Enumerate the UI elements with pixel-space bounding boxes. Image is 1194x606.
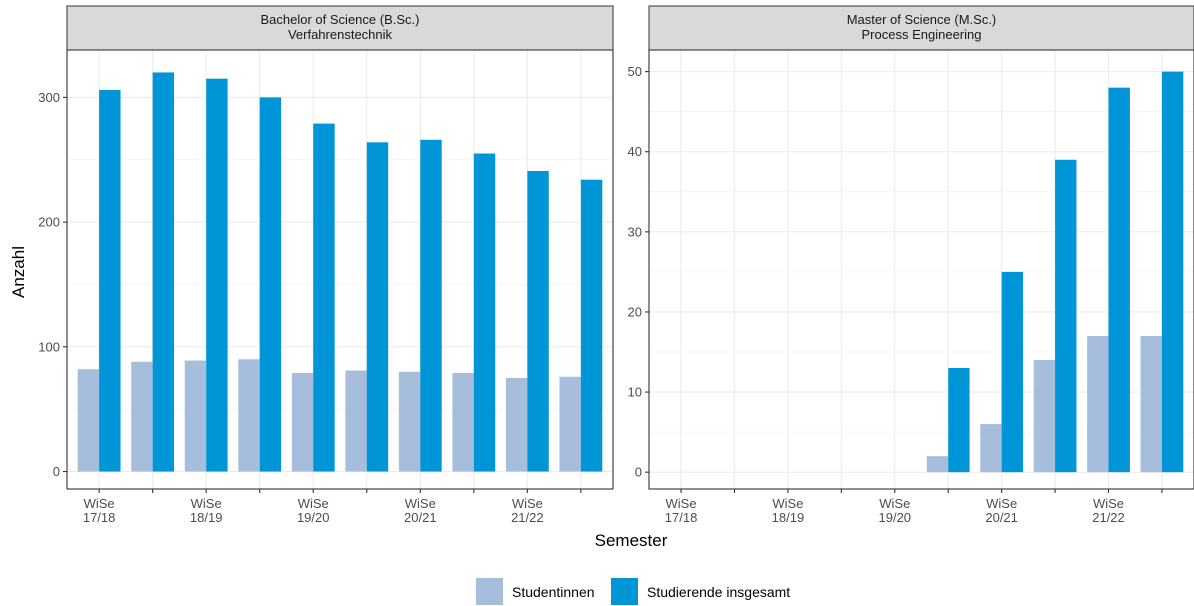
- x-tick-label: 21/22: [1092, 510, 1125, 525]
- x-tick-label: WiSe: [405, 496, 436, 511]
- bar-studierende-insgesamt: [99, 89, 121, 472]
- x-axis-title: Semester: [595, 531, 668, 550]
- y-tick-label: 0: [635, 465, 642, 480]
- facet-strip: [66, 5, 614, 51]
- bar-studierende-insgesamt: [1108, 87, 1130, 473]
- bar-studentinnen: [1140, 335, 1162, 473]
- bar-studentinnen: [1033, 360, 1056, 473]
- x-tick-label: WiSe: [512, 496, 543, 511]
- x-tick-label: 18/19: [190, 510, 223, 525]
- y-tick-label: 200: [38, 215, 60, 230]
- bar-studentinnen: [1087, 335, 1109, 473]
- bar-studierende-insgesamt: [420, 139, 442, 472]
- bar-studierende-insgesamt: [473, 153, 496, 472]
- bar-studierende-insgesamt: [313, 123, 335, 472]
- bar-studentinnen: [131, 361, 153, 472]
- bar-studierende-insgesamt: [1161, 71, 1184, 473]
- y-tick-label: 100: [38, 339, 60, 354]
- bar-studierende-insgesamt: [527, 170, 549, 472]
- x-tick-label: 18/19: [772, 510, 805, 525]
- facet-title-line: Master of Science (M.Sc.): [847, 12, 997, 27]
- bar-studierende-insgesamt: [948, 368, 970, 473]
- bar-studentinnen: [184, 360, 207, 472]
- panel-2: Master of Science (M.Sc.)Process Enginee…: [628, 5, 1194, 525]
- bar-studentinnen: [291, 373, 314, 472]
- x-tick-label: 17/18: [665, 510, 698, 525]
- y-axis-title: Anzahl: [9, 246, 28, 298]
- y-tick-label: 20: [628, 304, 642, 319]
- bar-studentinnen: [238, 359, 260, 472]
- x-tick-label: 19/20: [879, 510, 912, 525]
- legend-swatch: [611, 578, 638, 605]
- x-tick-label: 19/20: [297, 510, 330, 525]
- y-tick-label: 50: [628, 64, 642, 79]
- y-tick-label: 0: [53, 464, 60, 479]
- facet-title-line: Process Engineering: [862, 27, 982, 42]
- panel-border: [648, 49, 1194, 490]
- bar-studentinnen: [398, 371, 421, 472]
- x-tick-label: WiSe: [772, 496, 803, 511]
- bar-studierende-insgesamt: [366, 142, 389, 472]
- panel-border: [66, 49, 614, 490]
- facet-strip: [648, 5, 1194, 51]
- y-tick-label: 40: [628, 144, 642, 159]
- x-tick-label: WiSe: [191, 496, 222, 511]
- x-tick-label: WiSe: [84, 496, 115, 511]
- x-tick-label: 17/18: [83, 510, 116, 525]
- bar-studentinnen: [505, 378, 528, 472]
- bar-studierende-insgesamt: [1001, 271, 1024, 473]
- x-tick-label: WiSe: [1093, 496, 1124, 511]
- bar-studierende-insgesamt: [580, 179, 603, 472]
- x-tick-label: WiSe: [986, 496, 1017, 511]
- x-tick-label: WiSe: [298, 496, 329, 511]
- legend-swatch: [476, 578, 503, 605]
- facet-title-line: Verfahrenstechnik: [288, 27, 393, 42]
- chart-panels: Bachelor of Science (B.Sc.)Verfahrenstec…: [38, 5, 1194, 525]
- bar-studentinnen: [345, 370, 367, 472]
- bar-studentinnen: [77, 369, 100, 472]
- panel-1: Bachelor of Science (B.Sc.)Verfahrenstec…: [38, 5, 614, 525]
- facet-title-line: Bachelor of Science (B.Sc.): [261, 12, 420, 27]
- bar-studentinnen: [559, 376, 581, 472]
- bar-studierende-insgesamt: [152, 72, 175, 472]
- legend-label: Studentinnen: [512, 584, 595, 600]
- y-tick-label: 10: [628, 385, 642, 400]
- bar-studierende-insgesamt: [1055, 159, 1077, 473]
- bar-studierende-insgesamt: [259, 97, 282, 472]
- x-tick-label: WiSe: [666, 496, 697, 511]
- legend-label: Studierende insgesamt: [647, 584, 790, 600]
- x-tick-label: 21/22: [511, 510, 544, 525]
- legend: Studentinnen Studierende insgesamt: [476, 578, 790, 605]
- bar-studentinnen: [926, 456, 949, 473]
- x-tick-label: 20/21: [404, 510, 437, 525]
- x-tick-label: 20/21: [985, 510, 1018, 525]
- x-tick-label: WiSe: [879, 496, 910, 511]
- bar-studierende-insgesamt: [206, 78, 228, 472]
- y-tick-label: 30: [628, 224, 642, 239]
- y-tick-label: 300: [38, 90, 60, 105]
- bar-studentinnen: [980, 424, 1002, 473]
- bar-studentinnen: [452, 373, 474, 472]
